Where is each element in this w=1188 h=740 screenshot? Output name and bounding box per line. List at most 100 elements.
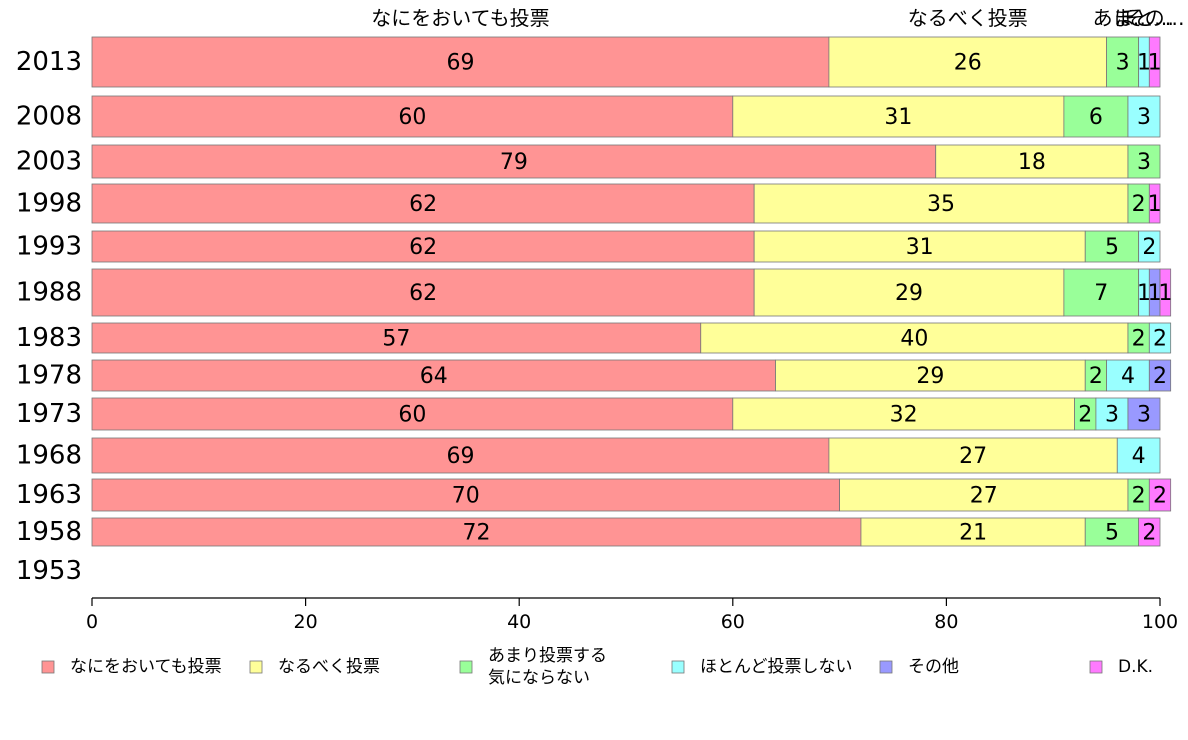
data-label: 62 bbox=[409, 281, 437, 306]
bar-segment bbox=[828, 437, 1118, 474]
bar-segment bbox=[700, 322, 1129, 354]
bar-segment bbox=[1084, 230, 1140, 263]
top-series-label: あま… bbox=[1093, 6, 1153, 30]
data-label: 2 bbox=[1089, 364, 1103, 389]
data-label: 3 bbox=[1137, 150, 1151, 175]
bar-segment bbox=[860, 517, 1086, 547]
bar-segment bbox=[1148, 359, 1172, 392]
data-label: 60 bbox=[398, 403, 426, 428]
data-label: 2 bbox=[1153, 484, 1167, 509]
data-label: 62 bbox=[409, 192, 437, 217]
legend-swatch bbox=[459, 660, 473, 674]
data-label: 29 bbox=[916, 364, 944, 389]
data-label: 2 bbox=[1132, 484, 1146, 509]
y-tick-label: 1983 bbox=[16, 323, 82, 353]
bar-segment bbox=[753, 268, 1065, 317]
bar-segment bbox=[732, 397, 1075, 431]
legend-label: なにをおいても投票 bbox=[70, 657, 222, 677]
y-tick-label: 1953 bbox=[16, 556, 82, 586]
data-label: 72 bbox=[462, 521, 490, 546]
data-label: 27 bbox=[970, 484, 998, 509]
bar-segment bbox=[91, 183, 755, 224]
data-label: 29 bbox=[895, 281, 923, 306]
bar-segment bbox=[935, 144, 1129, 179]
legend-label: なるべく投票 bbox=[278, 657, 380, 677]
y-tick-label: 1998 bbox=[16, 189, 82, 219]
y-tick-label: 1978 bbox=[16, 361, 82, 391]
data-label: 1 bbox=[1148, 192, 1162, 217]
data-label: 31 bbox=[884, 105, 912, 130]
top-series-label: なにをおいても投票 bbox=[371, 6, 549, 30]
bar-segment bbox=[753, 183, 1129, 224]
data-label: 69 bbox=[446, 444, 474, 469]
top-series-label: その… bbox=[1125, 6, 1185, 30]
top-series-label: ほと… bbox=[1114, 6, 1174, 30]
legend-swatch bbox=[41, 660, 55, 674]
bar-segment bbox=[732, 95, 1065, 138]
data-label: 6 bbox=[1089, 105, 1103, 130]
legend-swatch bbox=[671, 660, 685, 674]
legend-label: その他 bbox=[908, 657, 959, 677]
bar-segment bbox=[753, 230, 1086, 263]
bar-segment bbox=[1148, 183, 1161, 224]
data-label: 69 bbox=[446, 51, 474, 76]
data-label: 2 bbox=[1078, 403, 1092, 428]
y-tick-label: 2013 bbox=[16, 47, 82, 77]
data-label: 3 bbox=[1105, 403, 1119, 428]
data-label: 21 bbox=[959, 521, 987, 546]
data-label: 32 bbox=[890, 403, 918, 428]
bar-segment bbox=[91, 95, 734, 138]
y-tick-label: 1963 bbox=[16, 480, 82, 510]
bar-segment bbox=[1148, 478, 1172, 512]
data-label: 3 bbox=[1137, 403, 1151, 428]
bar-segment bbox=[839, 478, 1129, 512]
bar-segment bbox=[91, 230, 755, 263]
bar-segment bbox=[91, 322, 702, 354]
x-tick-label: 60 bbox=[721, 611, 745, 633]
y-tick-label: 2008 bbox=[16, 102, 82, 132]
y-axis-labels: 2013 2008 2003 1998 1993 1988 1983 1978 1973 1968… bbox=[16, 47, 82, 586]
y-tick-label: 1968 bbox=[16, 441, 82, 471]
x-tick-label: 40 bbox=[507, 611, 531, 633]
bar-segment bbox=[1148, 322, 1172, 354]
data-label: 3 bbox=[1116, 51, 1130, 76]
data-label: 2 bbox=[1153, 327, 1167, 352]
data-label: 70 bbox=[452, 484, 480, 509]
data-label: 5 bbox=[1105, 521, 1119, 546]
top-series-label: なるべく投票 bbox=[908, 6, 1028, 30]
data-label: 1 bbox=[1158, 281, 1172, 306]
data-label: 3 bbox=[1137, 105, 1151, 130]
data-label: 2 bbox=[1153, 364, 1167, 389]
bar-segment bbox=[1116, 437, 1161, 474]
data-label: 4 bbox=[1132, 444, 1146, 469]
data-label: 26 bbox=[954, 51, 982, 76]
data-label: 62 bbox=[409, 235, 437, 260]
data-label: 5 bbox=[1105, 235, 1119, 260]
bar-segment bbox=[1127, 144, 1161, 179]
legend-label: あまり投票する気にならない bbox=[488, 646, 607, 688]
y-tick-label: 1973 bbox=[16, 399, 82, 429]
data-label: 64 bbox=[420, 364, 448, 389]
bar-segment bbox=[1063, 268, 1140, 317]
bar-segment bbox=[1138, 517, 1161, 547]
data-label: 2 bbox=[1142, 235, 1156, 260]
bar-segment bbox=[1084, 517, 1140, 547]
legend-label: ほとんど投票しない bbox=[700, 657, 853, 677]
data-label: 2 bbox=[1142, 521, 1156, 546]
data-label: 40 bbox=[900, 327, 928, 352]
bar-segment bbox=[1159, 268, 1172, 317]
bar-segment bbox=[1148, 36, 1161, 88]
legend: なにをおいても投票 なるべく投票 あまり投票する気にならない ほとんど投票しない その他… bbox=[41, 646, 1153, 688]
bar-segment bbox=[91, 437, 830, 474]
bar-segment bbox=[1106, 359, 1150, 392]
top-series-labels: なにをおいても投票 なるべく投票 あま…ほと…その… bbox=[371, 6, 1184, 30]
y-tick-label: 1958 bbox=[16, 517, 82, 547]
data-label: 18 bbox=[1018, 150, 1046, 175]
bar-segment bbox=[91, 268, 755, 317]
legend-swatch bbox=[249, 660, 263, 674]
y-tick-label: 1993 bbox=[16, 232, 82, 262]
x-tick-label: 100 bbox=[1142, 611, 1178, 633]
